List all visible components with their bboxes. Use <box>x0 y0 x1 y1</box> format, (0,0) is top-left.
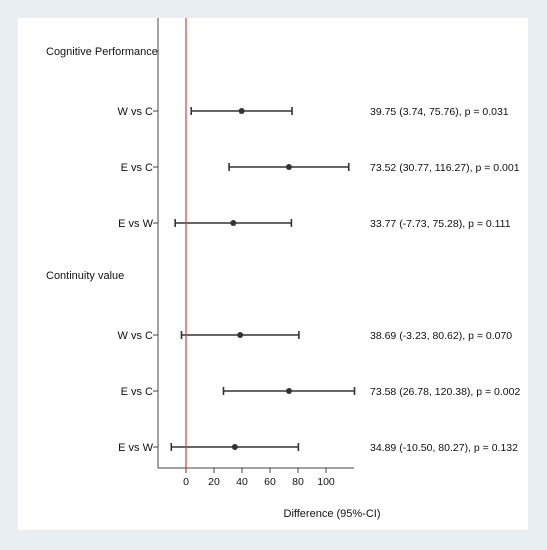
x-tick-label: 0 <box>183 476 189 488</box>
x-tick-label: 100 <box>317 476 335 488</box>
estimate-text: 73.52 (30.77, 116.27), p = 0.001 <box>370 162 520 174</box>
comparison-label: E vs C <box>121 386 153 398</box>
estimate-text: 73.58 (26.78, 120.38), p = 0.002 <box>370 386 520 398</box>
estimate-point <box>238 108 245 114</box>
estimate-point <box>231 444 238 450</box>
estimate-point <box>285 164 292 170</box>
group-label: Continuity value <box>46 270 124 282</box>
labels-layer: 0 20 40 60 80 100 Cognitive Performance W vs C 3… <box>46 46 520 488</box>
estimate-point <box>237 332 244 338</box>
x-tick-label: 20 <box>208 476 220 488</box>
estimate-text: 33.77 (-7.73, 75.28), p = 0.111 <box>370 218 511 230</box>
chart-panel <box>18 18 528 530</box>
estimate-point <box>230 220 237 226</box>
comparison-label: E vs C <box>121 162 153 174</box>
group-label: Cognitive Performance <box>46 46 158 58</box>
estimate-text: 34.89 (-10.50, 80.27), p = 0.132 <box>370 442 518 454</box>
estimate-text: 38.69 (-3.23, 80.62), p = 0.070 <box>370 330 512 342</box>
axes-layer <box>153 18 354 473</box>
estimate-point <box>286 388 293 394</box>
comparison-label: W vs C <box>118 330 153 342</box>
estimate-text: 39.75 (3.74, 75.76), p = 0.031 <box>370 106 509 118</box>
x-tick-label: 60 <box>264 476 276 488</box>
comparison-label: E vs W <box>118 218 153 230</box>
x-axis-label: Difference (95%-CI) <box>284 508 381 520</box>
comparison-label: W vs C <box>118 106 153 118</box>
x-tick-label: 40 <box>236 476 248 488</box>
marks-layer <box>170 18 356 468</box>
x-tick-label: 80 <box>292 476 304 488</box>
comparison-label: E vs W <box>118 442 153 454</box>
